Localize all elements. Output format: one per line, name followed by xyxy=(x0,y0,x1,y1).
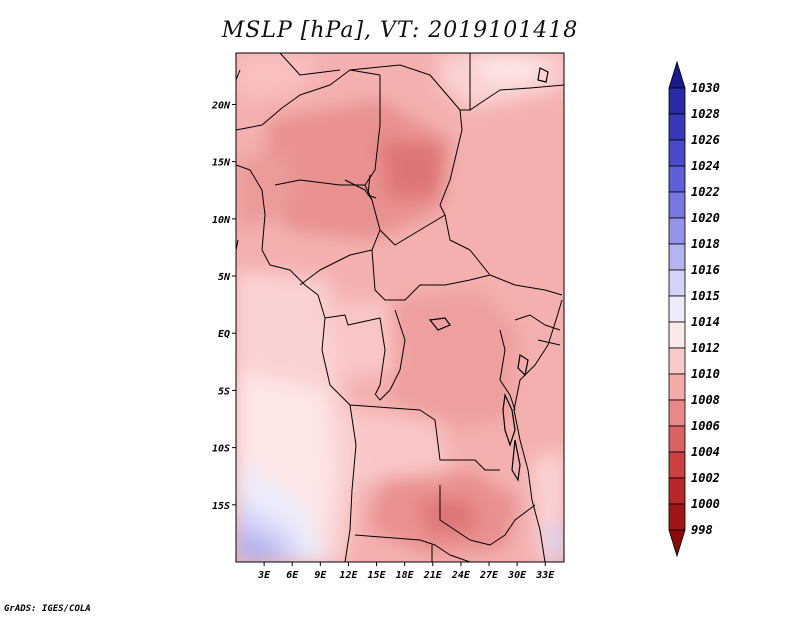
colorbar-swatch xyxy=(668,165,686,193)
lat-label: 10S xyxy=(212,444,230,455)
lon-label: 24E xyxy=(451,570,471,581)
colorbar-swatch xyxy=(668,347,686,375)
colorbar-label: 1014 xyxy=(691,315,720,329)
colorbar-label: 1012 xyxy=(691,341,720,355)
colorbar-label: 1030 xyxy=(691,81,720,95)
colorbar-swatch xyxy=(668,243,686,271)
colorbar-label: 1008 xyxy=(691,393,720,407)
colorbar-swatch xyxy=(668,321,686,349)
longitude-axis: 3E 6E 9E 12E 15E 18E 21E 24E 27E 30E 33E xyxy=(257,562,555,581)
colorbar: 1030 1028 1026 1024 1022 1020 1018 1016 1015 1014… xyxy=(668,60,720,558)
colorbar-swatch xyxy=(668,269,686,297)
lon-label: 33E xyxy=(535,570,555,581)
colorbar-label: 1018 xyxy=(691,237,720,251)
credit-label: GrADS: IGES/COLA xyxy=(4,604,91,614)
colorbar-swatch xyxy=(668,60,686,89)
colorbar-label: 1028 xyxy=(691,107,720,121)
colorbar-label: 1000 xyxy=(691,497,720,511)
lon-label: 3E xyxy=(257,570,271,581)
colorbar-swatch xyxy=(668,113,686,141)
colorbar-swatch xyxy=(668,399,686,427)
lon-label: 12E xyxy=(339,570,358,581)
lat-label: 15S xyxy=(212,501,230,512)
colorbar-swatch xyxy=(668,295,686,323)
lon-label: 27E xyxy=(479,570,499,581)
lon-label: 9E xyxy=(314,570,327,581)
lon-label: 15E xyxy=(368,570,387,581)
colorbar-swatch xyxy=(668,87,686,115)
lat-label: 15N xyxy=(212,158,231,169)
lon-label: 21E xyxy=(423,570,443,581)
colorbar-label: 1015 xyxy=(691,289,720,303)
lat-label: 5N xyxy=(218,272,231,283)
map-frame xyxy=(235,52,565,563)
colorbar-label: 1022 xyxy=(691,185,720,199)
colorbar-swatch xyxy=(668,503,686,531)
colorbar-swatch xyxy=(668,139,686,167)
colorbar-label: 1026 xyxy=(691,133,720,147)
lon-label: 6E xyxy=(286,570,299,581)
colorbar-label: 1020 xyxy=(691,211,720,225)
colorbar-swatch xyxy=(668,477,686,505)
lat-label: 10N xyxy=(212,215,231,226)
colorbar-swatch xyxy=(668,529,686,558)
colorbar-label: 1002 xyxy=(691,471,720,485)
colorbar-label: 1024 xyxy=(691,159,720,173)
latitude-axis: 20N 15N 10N 5N EQ 5S 10S 15S xyxy=(211,100,236,512)
colorbar-label: 1010 xyxy=(691,367,720,381)
pressure-field xyxy=(236,53,564,562)
colorbar-label: 1006 xyxy=(691,419,720,433)
map-title: MSLP [hPa], VT: 2019101418 xyxy=(221,18,579,43)
colorbar-label: 1016 xyxy=(691,263,720,277)
colorbar-label: 1004 xyxy=(691,445,720,459)
colorbar-swatch xyxy=(668,451,686,479)
colorbar-swatch xyxy=(668,217,686,245)
lat-label: EQ xyxy=(218,329,230,340)
colorbar-label: 998 xyxy=(691,523,713,537)
colorbar-swatch xyxy=(668,425,686,453)
lon-label: 30E xyxy=(507,570,527,581)
colorbar-swatch xyxy=(668,373,686,401)
lon-label: 18E xyxy=(396,570,415,581)
lat-label: 20N xyxy=(211,100,231,111)
lat-label: 5S xyxy=(218,386,230,397)
colorbar-swatch xyxy=(668,191,686,219)
